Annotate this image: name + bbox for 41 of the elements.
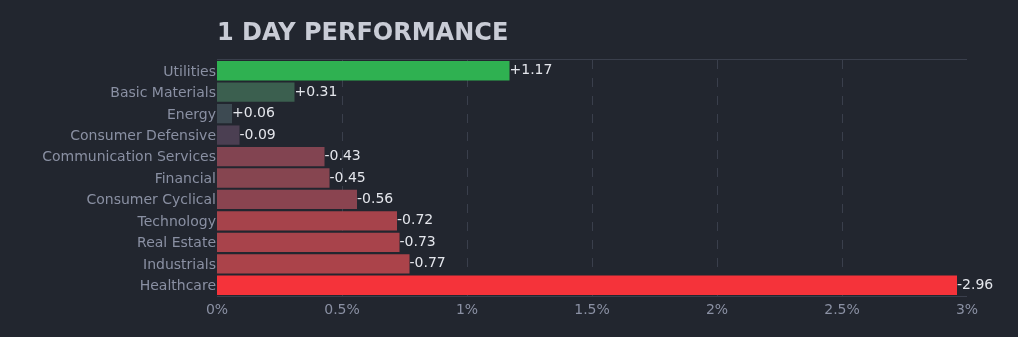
bar xyxy=(217,61,510,81)
y-tick-label: Utilities xyxy=(163,62,216,79)
y-tick-label: Technology xyxy=(136,212,216,229)
y-tick-label: Basic Materials xyxy=(110,84,216,101)
bar xyxy=(217,125,240,145)
data-label: +0.31 xyxy=(294,82,338,99)
bar xyxy=(217,189,357,210)
bar xyxy=(217,82,295,102)
y-tick-label: Energy xyxy=(166,105,216,122)
chart-title: 1 DAY PERFORMANCE xyxy=(217,18,509,47)
x-tick-label: 1.5% xyxy=(574,300,610,317)
data-label: -0.72 xyxy=(397,211,434,228)
data-label: -2.96 xyxy=(957,275,994,292)
y-tick-label: Real Estate xyxy=(137,234,216,251)
bar xyxy=(217,103,232,124)
x-tick-label: 0% xyxy=(205,300,229,317)
data-label: -0.43 xyxy=(324,147,361,164)
x-tick-label: 1% xyxy=(455,300,479,317)
y-tick-label: Financial xyxy=(154,169,216,186)
bar xyxy=(217,254,410,274)
data-label: -0.77 xyxy=(409,254,446,271)
x-tick-label: 2.5% xyxy=(824,300,860,317)
data-label: -0.09 xyxy=(239,125,276,142)
x-tick-label: 3% xyxy=(955,300,979,317)
bar xyxy=(217,275,957,295)
data-label: -0.56 xyxy=(357,189,394,206)
y-tick-label: Consumer Cyclical xyxy=(86,191,216,208)
x-tick-label: 2% xyxy=(705,300,729,317)
y-tick-label: Industrials xyxy=(143,255,216,272)
y-tick-label: Healthcare xyxy=(139,277,216,294)
bar xyxy=(217,211,397,231)
x-tick-label: 0.5% xyxy=(324,300,360,317)
data-label: +0.06 xyxy=(232,104,275,121)
bar xyxy=(217,168,330,188)
bar xyxy=(217,232,400,253)
data-label: -0.73 xyxy=(399,232,436,249)
y-tick-label: Consumer Defensive xyxy=(70,126,216,143)
data-label: -0.45 xyxy=(329,168,366,185)
bar xyxy=(217,146,325,167)
y-tick-label: Communication Services xyxy=(42,148,216,165)
data-label: +1.17 xyxy=(509,61,553,78)
